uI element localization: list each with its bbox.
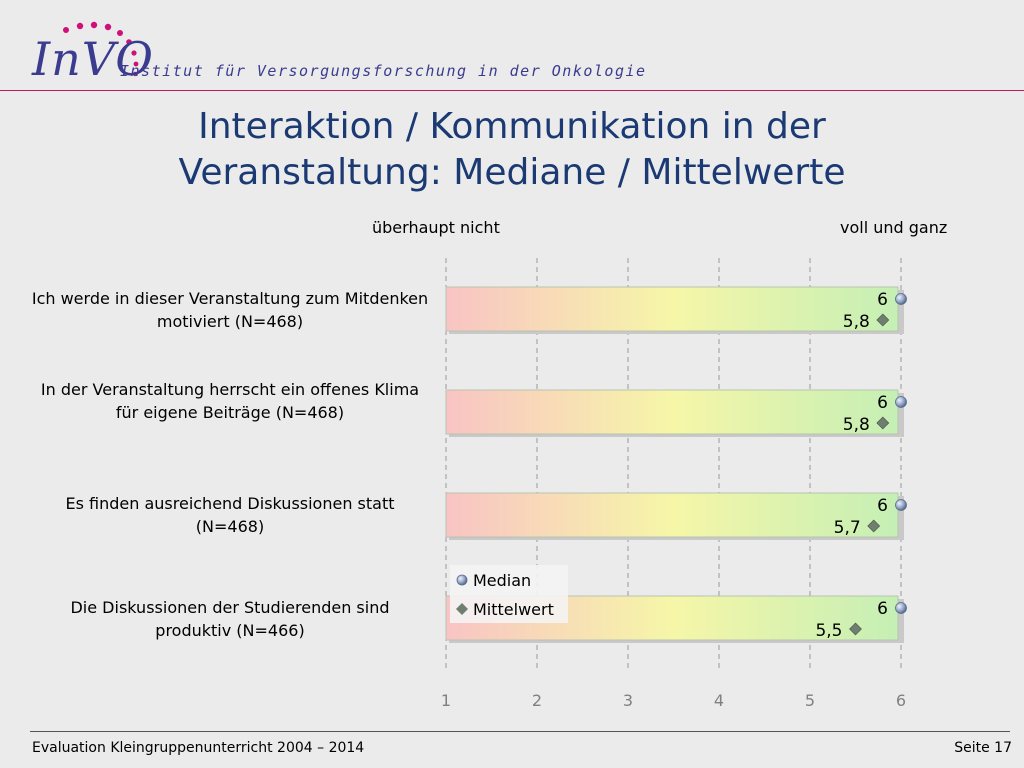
row-label-4: Die Diskussionen der Studierenden sind p…: [70, 598, 390, 640]
x-tick-label: 5: [805, 691, 815, 710]
mean-marker: [849, 622, 862, 636]
median-value-label: 6: [877, 393, 888, 413]
mean-marker: [876, 416, 890, 430]
x-tick-label: 3: [623, 691, 633, 710]
mean-value-label: 5,7: [834, 518, 861, 538]
logo-dots: [63, 21, 139, 77]
mean-value-label: 5,5: [815, 621, 842, 641]
x-tick-label: 4: [714, 691, 724, 710]
mean-value-label: 5,8: [843, 415, 870, 435]
page-title: Interaktion / Kommunikation in der Veran…: [0, 104, 1024, 196]
page-number: Seite 17: [954, 740, 1012, 756]
median-marker: [895, 499, 907, 511]
header: InVO Institut für Versorgungsforschung i…: [0, 0, 1024, 92]
page-title-line-1: Interaktion / Kommunikation in der: [198, 106, 826, 147]
median-value-label: 6: [877, 599, 888, 619]
row-label-1: Ich werde in dieser Veranstaltung zum Mi…: [31, 289, 429, 331]
legend-median-label: Median: [473, 571, 531, 590]
institute-name: Institut für Versorgungsforschung in der…: [120, 62, 647, 80]
median-marker: [895, 602, 907, 614]
row-label-2: In der Veranstaltung herrscht ein offene…: [40, 380, 420, 422]
scale-high-label: voll und ganz: [840, 218, 948, 237]
footer-title: Evaluation Kleingruppenunterricht 2004 –…: [32, 740, 365, 756]
mean-value-label: 5,8: [843, 312, 870, 332]
page-title-line-2: Veranstaltung: Mediane / Mittelwerte: [178, 152, 846, 193]
x-tick-label: 2: [532, 691, 542, 710]
x-tick-label: 6: [896, 691, 906, 710]
logo: InVO: [32, 32, 154, 86]
bar: [445, 389, 899, 435]
scale-low-label: überhaupt nicht: [372, 218, 500, 237]
mean-marker: [876, 313, 890, 327]
legend-mean-label: Mittelwert: [473, 600, 554, 619]
mean-marker: [867, 519, 881, 533]
legend-median-icon: [456, 574, 468, 586]
median-marker: [895, 293, 907, 305]
legend-box: [450, 565, 568, 623]
footer-divider: [30, 731, 1010, 732]
row-label-3: Es finden ausreichend Diskussionen statt…: [65, 494, 395, 536]
header-divider: [0, 90, 1024, 91]
legend-mean-icon: [456, 603, 468, 615]
bar: [445, 492, 899, 538]
median-value-label: 6: [877, 496, 888, 516]
bar: [445, 286, 899, 332]
x-tick-label: 1: [441, 691, 451, 710]
median-value-label: 6: [877, 290, 888, 310]
median-marker: [895, 396, 907, 408]
